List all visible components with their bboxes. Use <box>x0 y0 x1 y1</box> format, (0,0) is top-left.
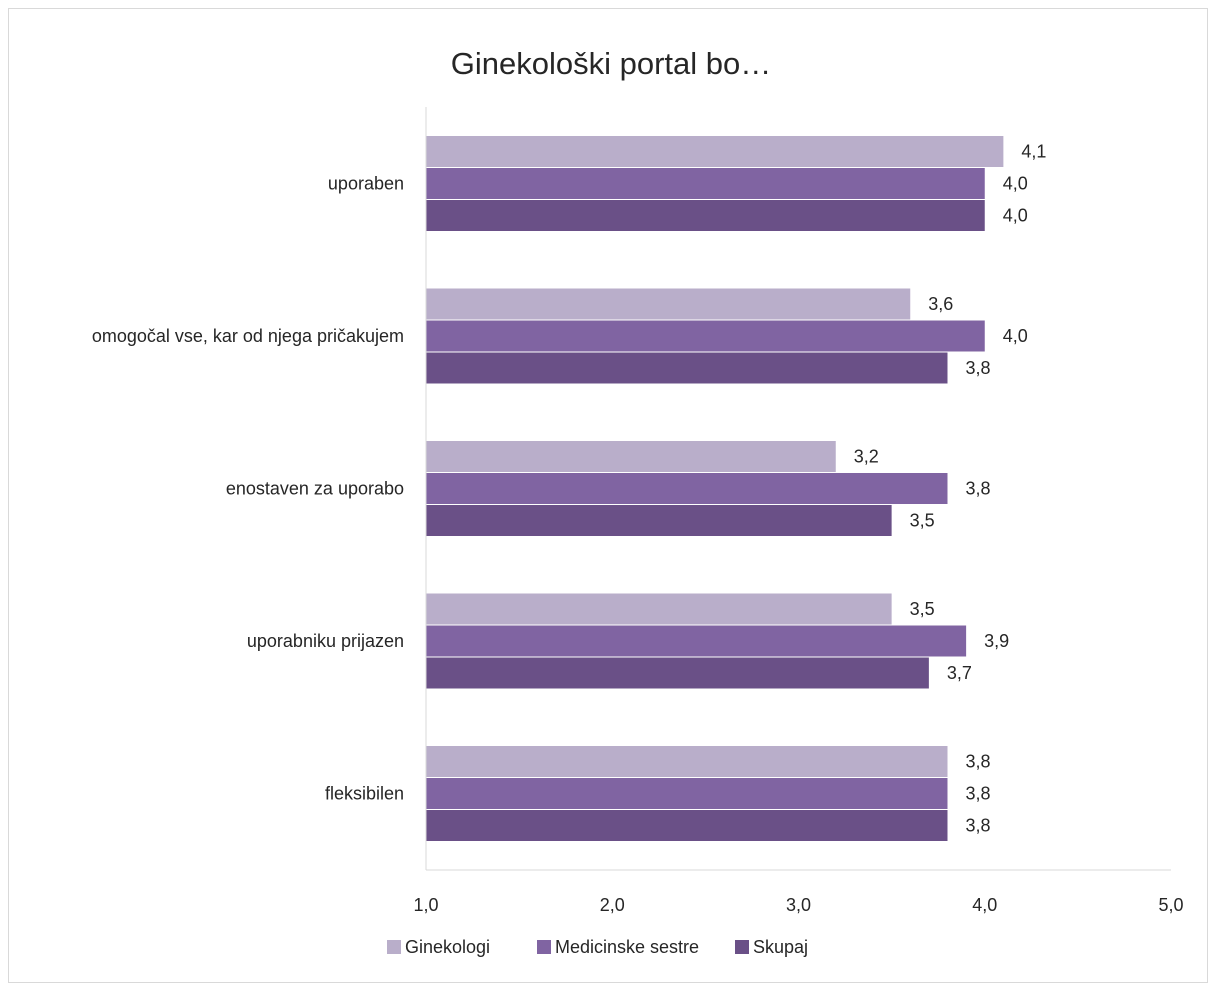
data-label: 3,8 <box>966 358 991 378</box>
legend-swatch <box>735 940 749 954</box>
category-label: enostaven za uporabo <box>226 479 404 499</box>
legend-label: Medicinske sestre <box>555 937 699 957</box>
chart-frame: Ginekološki portal bo… 4,1 4,0 4,0 3,6 4,0 3,… <box>8 8 1208 983</box>
category-label: omogočal vse, kar od njega pričakujem <box>92 326 404 346</box>
bar <box>426 352 948 384</box>
category-label: uporaben <box>328 174 404 194</box>
category-label: fleksibilen <box>325 784 404 804</box>
x-tick-label: 1,0 <box>413 895 438 915</box>
data-label: 3,5 <box>910 599 935 619</box>
data-label: 4,1 <box>1021 142 1046 162</box>
bar <box>426 746 948 777</box>
bar <box>426 136 1004 167</box>
x-tick-labels: 1,0 2,0 3,0 4,0 5,0 <box>413 895 1183 915</box>
bar <box>426 505 892 536</box>
data-label: 3,8 <box>966 479 991 499</box>
data-label: 3,9 <box>984 631 1009 651</box>
bar <box>426 593 892 625</box>
bar <box>426 810 948 841</box>
x-tick-label: 2,0 <box>600 895 625 915</box>
bar <box>426 320 985 352</box>
x-tick-label: 4,0 <box>972 895 997 915</box>
data-label: 3,8 <box>966 784 991 804</box>
bar <box>426 625 967 657</box>
bar <box>426 168 985 199</box>
data-label: 3,2 <box>854 447 879 467</box>
data-label: 3,7 <box>947 663 972 683</box>
bar <box>426 778 948 809</box>
bar <box>426 441 836 472</box>
category-label: uporabniku prijazen <box>247 631 404 651</box>
bars-layer: 4,1 4,0 4,0 3,6 4,0 3,8 3,2 3,8 3,5 3,5 3,9 3,7 3,8 3… <box>426 136 1046 841</box>
data-label: 3,6 <box>928 294 953 314</box>
data-label: 3,8 <box>966 752 991 772</box>
bar <box>426 200 985 231</box>
legend-swatch <box>387 940 401 954</box>
data-label: 4,0 <box>1003 206 1028 226</box>
legend-label: Skupaj <box>753 937 808 957</box>
bar <box>426 288 911 320</box>
chart-svg: Ginekološki portal bo… 4,1 4,0 4,0 3,6 4,0 3,… <box>92 46 1184 957</box>
data-label: 3,5 <box>910 511 935 531</box>
bar <box>426 473 948 504</box>
x-tick-label: 5,0 <box>1158 895 1183 915</box>
chart-title: Ginekološki portal bo… <box>451 46 772 81</box>
bar <box>426 657 929 689</box>
x-tick-label: 3,0 <box>786 895 811 915</box>
data-label: 4,0 <box>1003 174 1028 194</box>
legend: Ginekologi Medicinske sestre Skupaj <box>387 937 808 957</box>
legend-swatch <box>537 940 551 954</box>
data-label: 4,0 <box>1003 326 1028 346</box>
legend-label: Ginekologi <box>405 937 490 957</box>
data-label: 3,8 <box>966 816 991 836</box>
category-labels: uporaben omogočal vse, kar od njega priča… <box>92 174 404 804</box>
